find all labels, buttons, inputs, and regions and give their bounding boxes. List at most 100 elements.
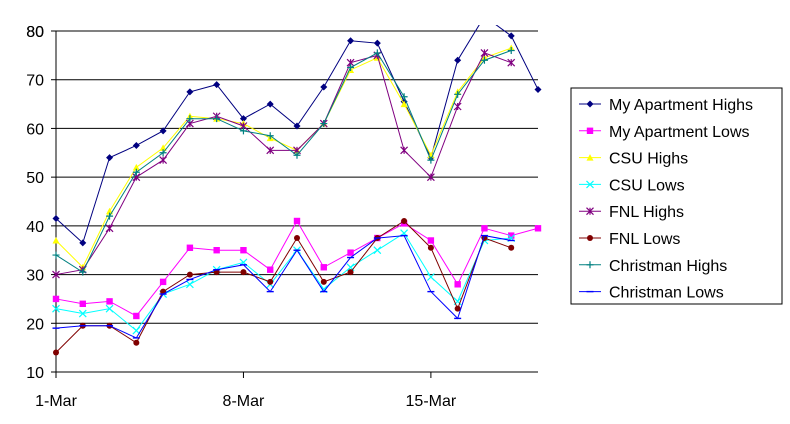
data-point bbox=[320, 264, 327, 271]
data-point bbox=[52, 270, 60, 279]
data-point bbox=[52, 215, 60, 223]
data-point bbox=[106, 212, 114, 220]
data-point bbox=[133, 339, 140, 346]
data-point bbox=[239, 127, 247, 135]
y-tick-label: 50 bbox=[26, 170, 44, 187]
data-point bbox=[347, 269, 354, 276]
legend-item: My Apartment Lows bbox=[579, 124, 750, 141]
legend-item: FNL Highs bbox=[579, 204, 684, 221]
data-point bbox=[79, 300, 86, 307]
data-point bbox=[373, 246, 382, 255]
data-point bbox=[132, 326, 141, 335]
legend-label: CSU Lows bbox=[609, 177, 685, 194]
legend-marker bbox=[586, 207, 594, 216]
legend-label: FNL Highs bbox=[609, 204, 684, 221]
legend-marker bbox=[586, 154, 594, 161]
series-line bbox=[55, 15, 539, 244]
data-point bbox=[426, 173, 435, 182]
y-tick-label: 80 bbox=[26, 24, 44, 41]
data-point bbox=[373, 39, 381, 47]
legend-item: CSU Highs bbox=[579, 151, 688, 168]
data-point bbox=[267, 266, 274, 273]
data-point bbox=[426, 273, 435, 281]
data-point bbox=[267, 278, 274, 285]
data-point bbox=[159, 156, 168, 165]
legend-label: My Apartment Highs bbox=[609, 97, 753, 114]
data-point bbox=[185, 280, 194, 289]
legend-label: Christman Highs bbox=[609, 258, 727, 275]
data-point bbox=[133, 312, 140, 320]
y-tick-label: 30 bbox=[26, 268, 44, 285]
data-point bbox=[454, 281, 461, 288]
data-point bbox=[293, 151, 301, 159]
top-mask bbox=[46, 0, 548, 25]
data-point bbox=[427, 237, 435, 244]
series-8 bbox=[52, 234, 515, 339]
legend: My Apartment Highs My Apartment Lows CSU H… bbox=[570, 87, 783, 305]
data-point bbox=[159, 278, 167, 286]
data-point bbox=[159, 149, 167, 157]
legend-marker bbox=[586, 180, 594, 189]
data-point bbox=[213, 115, 221, 123]
data-point bbox=[78, 309, 87, 318]
series-1 bbox=[52, 12, 542, 247]
data-point bbox=[266, 132, 274, 140]
legend-item: CSU Lows bbox=[579, 177, 685, 194]
data-point bbox=[347, 37, 355, 45]
series-line bbox=[55, 220, 512, 353]
series-3 bbox=[52, 44, 515, 271]
data-point bbox=[240, 269, 247, 276]
legend-item: Christman Lows bbox=[579, 285, 724, 302]
series-line bbox=[55, 235, 512, 339]
data-point bbox=[53, 349, 59, 356]
x-tick-label: 8-Mar bbox=[223, 393, 265, 410]
legend-label: FNL Lows bbox=[609, 231, 680, 248]
data-point bbox=[481, 225, 488, 232]
data-point bbox=[320, 120, 328, 128]
legend-item: FNL Lows bbox=[579, 231, 680, 248]
data-point bbox=[52, 251, 60, 259]
data-point bbox=[186, 115, 194, 123]
data-point bbox=[239, 115, 247, 123]
data-point bbox=[79, 239, 87, 247]
data-point bbox=[480, 48, 489, 57]
x-tick-label: 1-Mar bbox=[35, 393, 77, 410]
legend-marker bbox=[587, 235, 593, 241]
y-tick-label: 70 bbox=[26, 73, 44, 90]
data-point bbox=[266, 146, 275, 155]
data-point bbox=[186, 271, 193, 278]
series-line bbox=[55, 50, 512, 273]
series-line bbox=[55, 232, 512, 332]
y-tick-label: 60 bbox=[26, 121, 44, 138]
data-point bbox=[508, 232, 515, 239]
data-point bbox=[159, 127, 167, 135]
data-point bbox=[52, 236, 60, 244]
y-tick-label: 80 bbox=[26, 24, 44, 41]
plot-edge-mask: 80 bbox=[26, 0, 548, 41]
data-point bbox=[106, 298, 113, 305]
data-point bbox=[534, 225, 542, 232]
data-point bbox=[507, 46, 515, 54]
data-point bbox=[453, 102, 462, 111]
data-point bbox=[454, 56, 462, 64]
data-point bbox=[105, 304, 114, 313]
data-point bbox=[534, 85, 542, 93]
data-point bbox=[132, 168, 140, 176]
data-point bbox=[266, 100, 274, 108]
data-point bbox=[454, 90, 462, 98]
data-point bbox=[507, 58, 516, 67]
data-point bbox=[213, 247, 220, 254]
legend-marker bbox=[586, 100, 594, 108]
legend-item: Christman Highs bbox=[579, 258, 727, 275]
legend-label: My Apartment Lows bbox=[609, 124, 750, 141]
y-tick-label: 40 bbox=[26, 219, 44, 236]
series-6 bbox=[53, 217, 515, 356]
series-7 bbox=[52, 46, 515, 276]
data-point bbox=[400, 93, 408, 101]
legend-box bbox=[570, 87, 783, 305]
data-point bbox=[240, 247, 247, 254]
data-point bbox=[373, 49, 381, 57]
series-layer bbox=[52, 12, 542, 356]
grid-lines bbox=[56, 30, 538, 324]
